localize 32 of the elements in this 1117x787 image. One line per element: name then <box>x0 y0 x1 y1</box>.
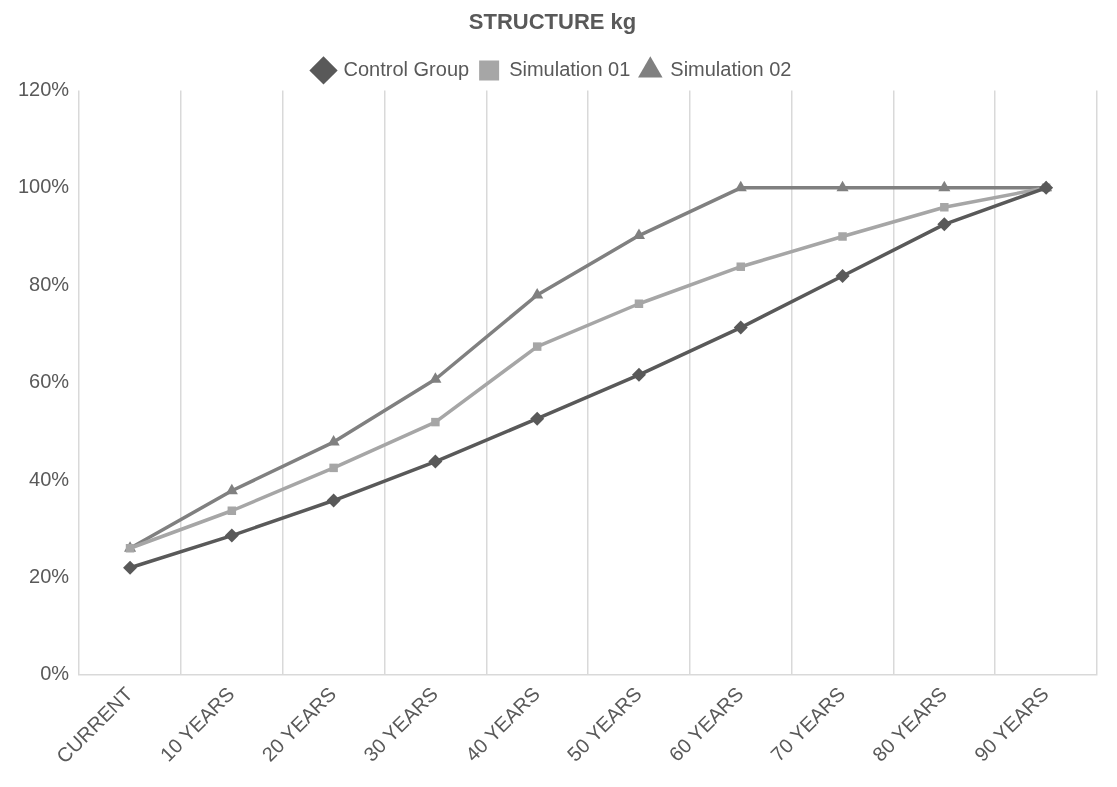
point <box>940 203 949 212</box>
point <box>531 287 544 299</box>
point <box>530 411 545 426</box>
point <box>838 232 847 241</box>
point <box>532 342 542 351</box>
point <box>937 217 952 232</box>
y-tick-label: 80% <box>29 272 70 295</box>
y-tick-label: 120% <box>18 77 70 100</box>
point <box>431 417 440 427</box>
point <box>428 454 443 469</box>
point <box>836 180 849 192</box>
y-tick-label: 60% <box>29 370 70 393</box>
y-tick-label: 0% <box>40 662 70 685</box>
point <box>329 463 338 473</box>
point <box>123 560 138 575</box>
point <box>634 299 644 308</box>
chart-title: STRUCTURE kg <box>468 9 637 35</box>
legend-label: Control Group <box>343 57 470 80</box>
point <box>429 372 442 383</box>
point <box>835 268 850 283</box>
y-tick-label: 40% <box>29 467 70 490</box>
point <box>326 493 341 508</box>
y-tick-label: 20% <box>29 564 70 587</box>
point <box>632 228 646 240</box>
legend-label: Simulation 02 <box>670 57 792 80</box>
point <box>938 180 951 192</box>
point <box>631 367 646 382</box>
legend-label: Simulation 01 <box>509 57 631 80</box>
point <box>733 320 748 335</box>
y-tick-label: 100% <box>18 175 70 198</box>
point <box>736 262 745 271</box>
point <box>224 528 239 543</box>
